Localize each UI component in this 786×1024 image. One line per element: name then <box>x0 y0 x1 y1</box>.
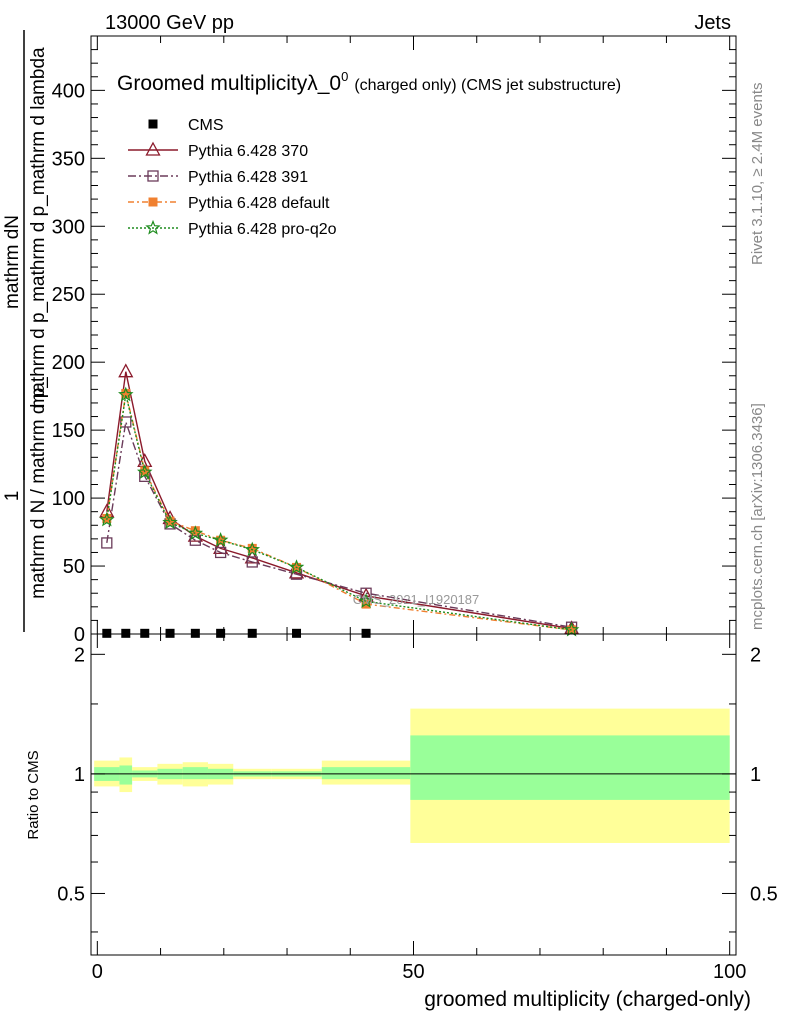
data-point <box>118 386 134 402</box>
watermark: CMS_2021_I1920187 <box>353 592 480 607</box>
ratio-y-ticks: 0.5 0.5 1 1 2 2 <box>57 644 778 933</box>
mcplots-label: mcplots.cern.ch [arXiv:1306.3436] <box>749 403 766 630</box>
data-point <box>358 593 374 608</box>
chart-title: Groomed multiplicityλ_00 (charged only) (… <box>117 69 621 95</box>
data-point <box>121 628 131 638</box>
ratio-y-tick-label-right: 1 <box>750 764 761 786</box>
data-point <box>189 534 201 546</box>
data-point <box>563 621 580 637</box>
y-tick-label: 0 <box>74 624 85 646</box>
data-point <box>118 363 134 378</box>
data-point <box>165 628 175 638</box>
y-tick-label: 400 <box>52 80 85 102</box>
ratio-inner-band <box>182 767 208 780</box>
data-point <box>136 464 153 479</box>
data-point <box>190 628 200 638</box>
ratio-panel: 0.5 0.5 1 1 2 2 0 50 100 Ratio to CMS groomed m… <box>25 36 778 1011</box>
main-series <box>99 363 580 638</box>
y-tick-label: 150 <box>52 420 85 442</box>
main-panel: 0 50 100 150 200 250 300 350 400 CMS_2021_I19201… <box>2 30 737 646</box>
x-ticks: 0 50 100 <box>92 36 746 983</box>
data-point <box>244 541 261 557</box>
series-4 <box>99 386 580 637</box>
ratio-y-tick-label-right: 0.5 <box>750 883 778 905</box>
data-point <box>361 628 371 638</box>
legend-label: Pythia 6.428 default <box>188 195 330 212</box>
legend-marker <box>148 197 158 207</box>
series-line <box>106 371 572 630</box>
main-y-ticks: 0 50 100 150 200 250 300 350 400 <box>52 35 736 646</box>
data-point <box>121 388 131 398</box>
y-tick-label: 300 <box>52 216 85 238</box>
y-tick-label: 350 <box>52 148 85 170</box>
x-tick-label: 50 <box>402 961 424 983</box>
ratio-inner-band <box>321 767 411 780</box>
legend-marker <box>145 141 161 156</box>
y-tick-label: 50 <box>63 556 85 578</box>
data-point <box>212 532 229 547</box>
data-point <box>120 416 132 428</box>
x-axis-label: groomed multiplicity (charged-only) <box>424 988 751 1011</box>
y-tick-label: 250 <box>52 284 85 306</box>
data-point <box>102 628 112 638</box>
legend-label: Pythia 6.428 370 <box>188 143 308 160</box>
ratio-inner-band <box>119 765 133 785</box>
legend-label: Pythia 6.428 391 <box>188 169 308 186</box>
legend-marker <box>148 119 158 129</box>
ratio-inner-band <box>410 735 730 800</box>
y-label-left-denominator: mathrm d N / mathrm d p_ <box>28 377 49 599</box>
legend-label: CMS <box>188 117 224 134</box>
ratio-y-tick-label: 2 <box>74 644 85 666</box>
ratio-y-tick-label: 1 <box>74 764 85 786</box>
rivet-label: Rivet 3.1.10, ≥ 2.4M events <box>749 83 766 266</box>
data-point <box>162 514 178 530</box>
data-point <box>101 537 113 549</box>
data-point <box>360 587 372 599</box>
x-tick-label: 0 <box>92 961 103 983</box>
ratio-y-tick-label: 0.5 <box>57 883 85 905</box>
data-point <box>216 628 226 638</box>
x-tick-label: 100 <box>713 961 746 983</box>
data-point <box>292 628 302 638</box>
series-line <box>106 393 572 631</box>
series-3 <box>102 388 577 635</box>
data-point <box>187 525 204 541</box>
y-label-left: 1 <box>2 491 23 502</box>
series-1 <box>99 363 580 635</box>
y-tick-label: 100 <box>52 488 85 510</box>
chart-title-suffix: (charged only) (CMS jet substructure) <box>354 77 621 94</box>
legend-marker <box>145 219 161 235</box>
ratio-y-tick-label-right: 2 <box>750 644 761 666</box>
data-point <box>190 526 200 536</box>
data-point <box>247 628 257 638</box>
y-label-denominator: mathrm d p_mathrm d p_mathrm d lambda <box>28 47 49 409</box>
y-tick-label: 200 <box>52 352 85 374</box>
data-point <box>140 628 150 638</box>
legend: CMS Pythia 6.428 370 Pythia 6.428 391 Pythi… <box>128 117 337 238</box>
ratio-y-label: Ratio to CMS <box>25 750 42 839</box>
y-label-numerator: mathrm dN <box>2 215 23 309</box>
data-point <box>247 543 257 553</box>
legend-label: Pythia 6.428 pro-q2o <box>188 221 337 238</box>
data-point <box>246 556 258 568</box>
series-line <box>106 394 572 631</box>
data-point <box>214 546 227 559</box>
y-axis-label: mathrm dN mathrm d p_mathrm d p_mathrm d… <box>2 30 49 632</box>
data-point <box>288 559 305 575</box>
legend-marker <box>147 170 159 182</box>
data-point <box>99 511 115 527</box>
series-0 <box>102 628 371 638</box>
ratio-bands <box>94 708 730 843</box>
chart-title-main: Groomed multiplicityλ_0 <box>117 72 341 95</box>
header-left: 13000 GeV pp <box>105 12 234 34</box>
chart-title-sup: 0 <box>341 69 348 84</box>
header-right: Jets <box>694 12 731 34</box>
series-line <box>106 421 572 628</box>
